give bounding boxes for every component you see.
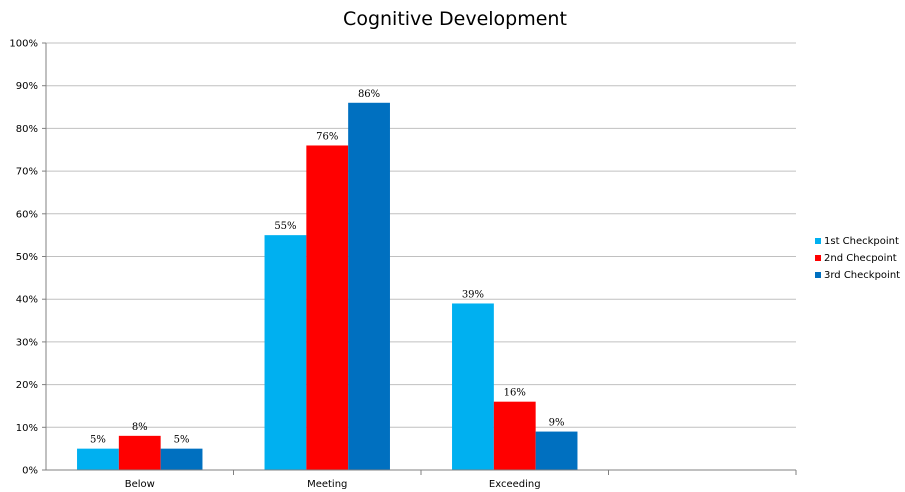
bar	[160, 448, 203, 470]
x-category-label: Below	[125, 479, 155, 490]
legend-entry-label: 1st Checkpoint	[824, 236, 899, 247]
y-tick-label: 80%	[16, 124, 38, 135]
bar	[306, 145, 349, 471]
y-tick-label: 30%	[16, 337, 38, 348]
bar-value-label: 9%	[549, 418, 565, 429]
axes: 0% 10% 20% 30% 40% 50% 60% 70% 80% 90% 100% Below Me…	[9, 39, 797, 490]
x-category-label: Exceeding	[489, 479, 541, 490]
bar	[118, 435, 161, 470]
bar-value-label: 5%	[90, 435, 106, 446]
legend-entry-label: 3rd Checkpoint	[824, 270, 900, 281]
legend-swatch	[815, 272, 821, 278]
chart-title: Cognitive Development	[343, 8, 567, 30]
y-tick-label: 20%	[16, 380, 38, 391]
legend-swatch	[815, 255, 821, 261]
bar	[77, 448, 119, 470]
bar	[493, 401, 536, 470]
y-tick-label: 60%	[16, 209, 38, 220]
legend-swatch	[815, 238, 821, 244]
bar-value-label: 86%	[358, 89, 380, 100]
y-tick-label: 40%	[16, 295, 38, 306]
bar-value-label: 39%	[462, 289, 484, 300]
legend: 1st Checkpoint 2nd Checpoint 3rd Checkpoin…	[815, 236, 900, 281]
bar-value-label: 76%	[316, 131, 338, 142]
bar-value-label: 8%	[132, 422, 148, 433]
bar	[535, 431, 578, 470]
bar	[264, 235, 307, 470]
bar-value-label: 55%	[274, 221, 296, 232]
x-category-label: Meeting	[307, 479, 347, 490]
y-tick-label: 50%	[16, 252, 38, 263]
y-tick-label: 0%	[22, 466, 38, 477]
y-tick-label: 100%	[9, 39, 38, 50]
legend-entry-label: 2nd Checpoint	[824, 253, 897, 264]
bars	[77, 102, 578, 471]
bar	[452, 303, 494, 470]
y-tick-label: 10%	[16, 423, 38, 434]
bar	[348, 102, 390, 470]
gridlines	[46, 42, 796, 428]
data-labels: 5% 8% 5% 55% 76% 86% 39% 16% 9%	[90, 89, 565, 446]
bar-value-label: 16%	[504, 388, 526, 399]
y-tick-label: 90%	[16, 81, 38, 92]
y-tick-label: 70%	[16, 167, 38, 178]
bar-value-label: 5%	[174, 435, 190, 446]
